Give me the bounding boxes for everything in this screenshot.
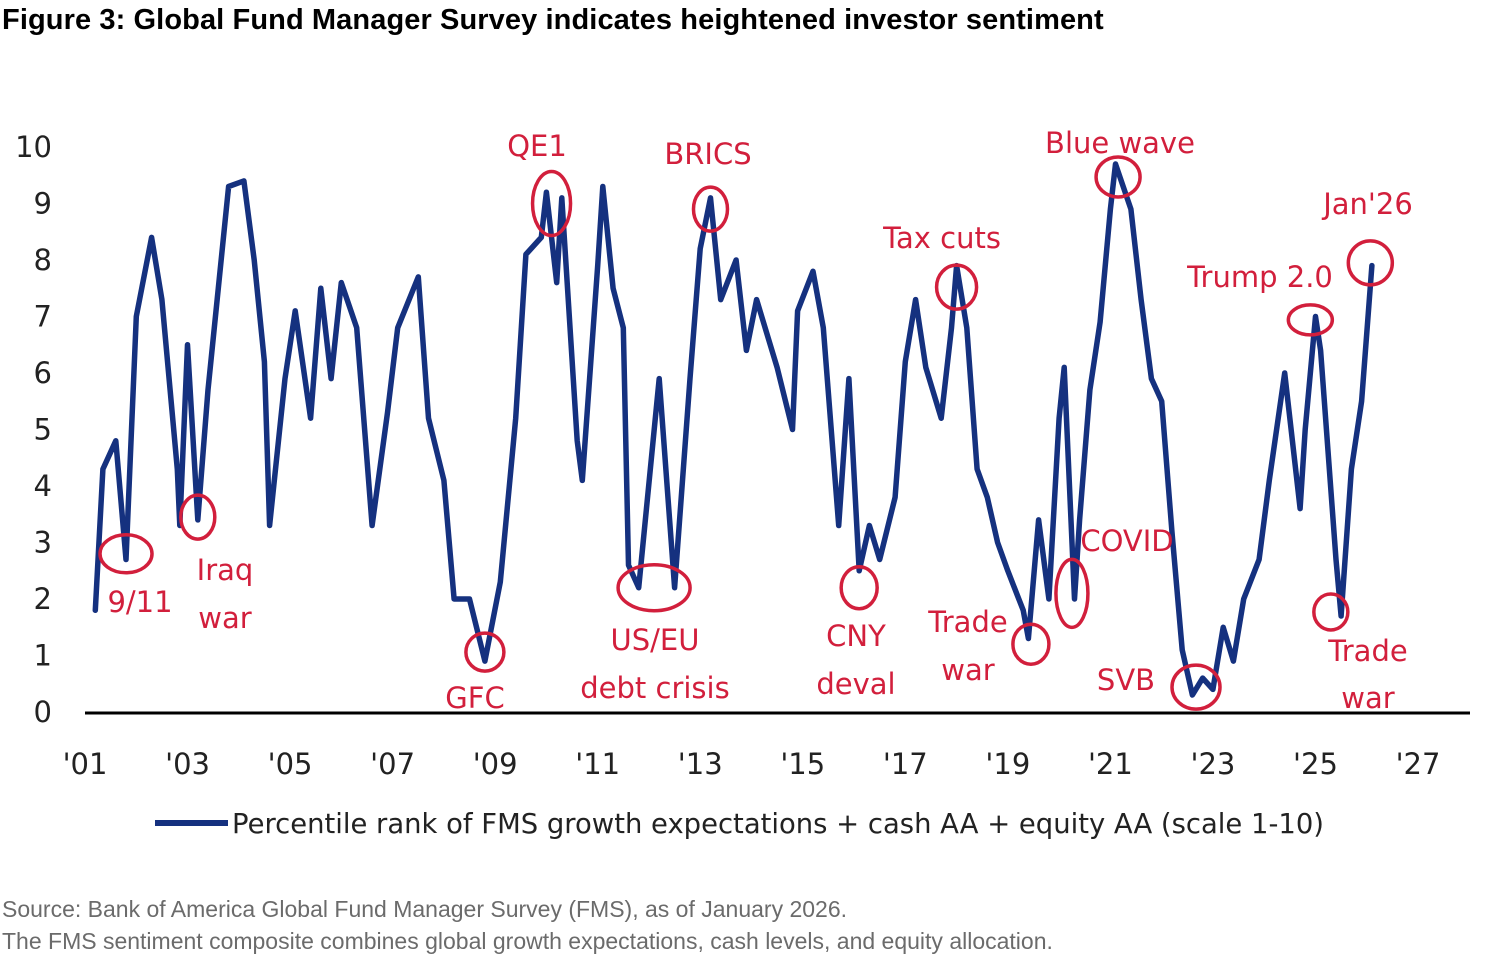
annotation-label: Iraq [197, 553, 254, 587]
x-tick-label: '19 [985, 747, 1030, 781]
annotation-circle [1094, 155, 1142, 199]
x-tick-label: '09 [473, 747, 518, 781]
annotation-circle [98, 533, 154, 575]
annotation-circle [1011, 622, 1051, 666]
annotation-label: Trade [1327, 634, 1407, 668]
annotation-label: 9/11 [107, 585, 172, 619]
annotation-circle [464, 631, 506, 673]
y-tick-label: 5 [34, 413, 52, 447]
annotation-label: US/EU [611, 623, 700, 657]
annotation-circle [691, 185, 730, 233]
y-tick-label: 4 [34, 469, 52, 503]
methodology-note: The FMS sentiment composite combines glo… [2, 928, 1053, 954]
annotation-label: CNY [826, 619, 886, 653]
annotation-label: Jan'26 [1321, 187, 1413, 221]
annotation-circle [839, 564, 879, 611]
legend-label: Percentile rank of FMS growth expectatio… [232, 807, 1324, 840]
y-tick-label: 8 [34, 243, 52, 277]
annotation-label: Blue wave [1045, 126, 1195, 160]
y-tick-label: 10 [15, 130, 52, 164]
annotation-label: war [198, 601, 251, 635]
x-tick-label: '23 [1190, 747, 1235, 781]
annotation-circle [1054, 557, 1090, 630]
annotation-circle [1286, 303, 1335, 337]
figure-title: Figure 3: Global Fund Manager Survey ind… [2, 4, 1104, 36]
x-tick-label: '05 [268, 747, 313, 781]
annotation-circle [1170, 663, 1222, 711]
annotation-circle [934, 263, 979, 311]
annotation-circle [179, 493, 217, 541]
y-tick-label: 3 [34, 526, 52, 560]
annotation-label: BRICS [664, 137, 751, 171]
annotation-label: SVB [1097, 663, 1155, 697]
annotation-circle [1346, 239, 1395, 287]
annotation-label: Trade [927, 605, 1007, 639]
x-tick-label: '03 [165, 747, 210, 781]
annotation-label: QE1 [507, 129, 567, 163]
sentiment-series-line [92, 161, 1375, 698]
source-note: Source: Bank of America Global Fund Mana… [2, 896, 848, 922]
annotation-label: war [1341, 681, 1394, 715]
y-tick-label: 6 [34, 356, 52, 390]
annotation-label: Tax cuts [882, 221, 1001, 255]
x-tick-label: '21 [1088, 747, 1133, 781]
y-tick-label: 7 [34, 300, 52, 334]
y-tick-label: 1 [34, 639, 52, 673]
y-tick-label: 2 [34, 582, 52, 616]
annotation-label: deval [816, 667, 895, 701]
x-tick-label: '17 [883, 747, 928, 781]
x-tick-label: '27 [1396, 747, 1441, 781]
annotation-label: Trump 2.0 [1186, 260, 1333, 294]
annotation-circle [530, 169, 573, 238]
annotation-circle [1312, 592, 1350, 632]
x-tick-label: '01 [63, 747, 108, 781]
annotation-label: GFC [445, 681, 504, 715]
x-tick-label: '13 [678, 747, 723, 781]
x-tick-label: '07 [370, 747, 415, 781]
x-tick-label: '11 [575, 747, 620, 781]
x-tick-label: '25 [1293, 747, 1338, 781]
y-tick-label: 0 [34, 695, 52, 729]
annotation-label: debt crisis [580, 671, 729, 705]
x-tick-label: '15 [780, 747, 825, 781]
annotation-label: COVID [1080, 524, 1173, 558]
y-tick-label: 9 [34, 187, 52, 221]
annotation-circle [616, 562, 692, 613]
annotation-label: war [941, 653, 994, 687]
